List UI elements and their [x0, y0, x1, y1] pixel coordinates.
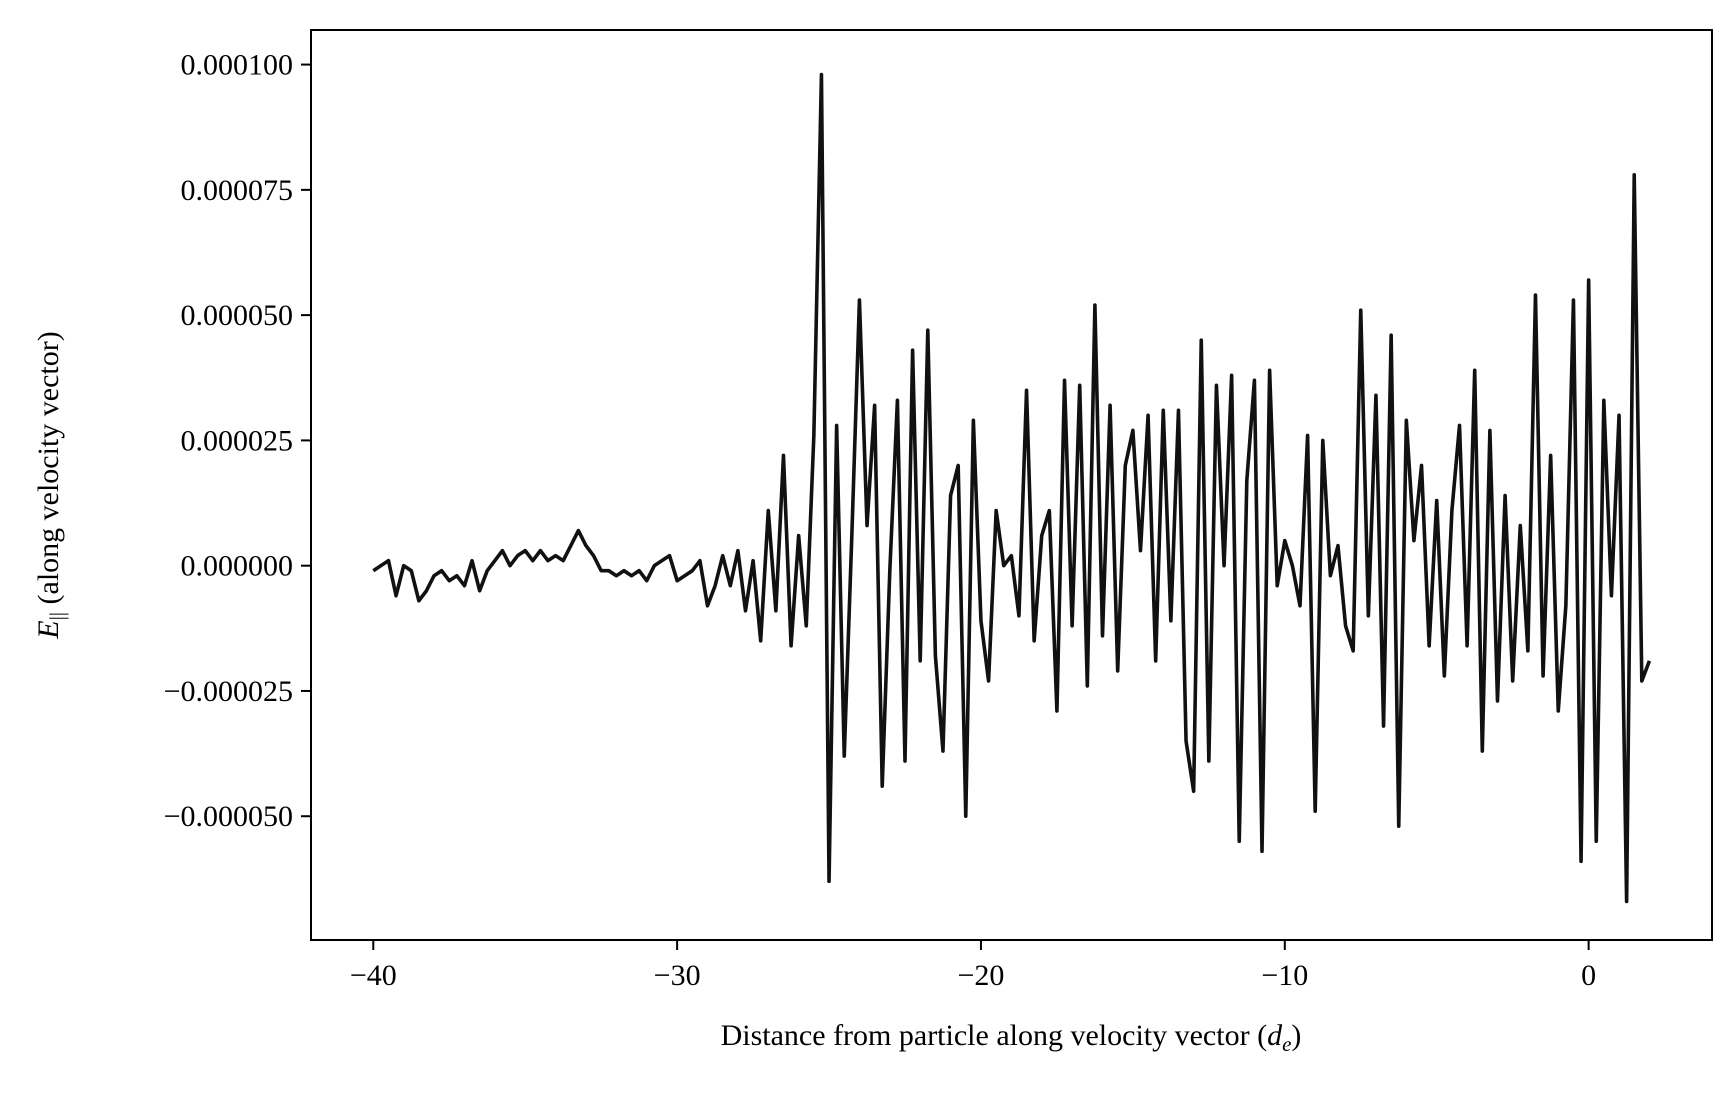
data-line	[372, 72, 1652, 904]
y-tick-label: 0.000000	[181, 550, 294, 583]
y-label-subscript: ||	[45, 612, 69, 620]
x-label-text: Distance from particle along velocity ve…	[721, 1019, 1267, 1052]
y-tick-label: 0.000075	[181, 174, 294, 207]
x-label-close: )	[1291, 1019, 1301, 1052]
y-label-text: (along velocity vector)	[32, 331, 65, 612]
y-tick-label: 0.000025	[181, 424, 294, 457]
x-tick-label: −10	[1261, 959, 1308, 992]
y-label-symbol: E	[32, 620, 65, 639]
x-tick-label: −20	[958, 959, 1005, 992]
x-label-subscript: e	[1282, 1032, 1291, 1056]
y-tick-label: −0.000050	[164, 800, 293, 833]
y-tick-label: 0.000100	[181, 49, 294, 82]
x-axis-label: Distance from particle along velocity ve…	[721, 1019, 1302, 1056]
y-tick-label: −0.000025	[164, 675, 293, 708]
x-tick-label: −40	[350, 959, 397, 992]
x-label-symbol: d	[1267, 1019, 1283, 1052]
plot-frame	[310, 29, 1713, 941]
y-tick-label: 0.000050	[181, 299, 294, 332]
x-tick-label: −30	[654, 959, 701, 992]
y-axis-label: E|| (along velocity vector)	[32, 331, 69, 639]
x-tick-label: 0	[1581, 959, 1596, 992]
